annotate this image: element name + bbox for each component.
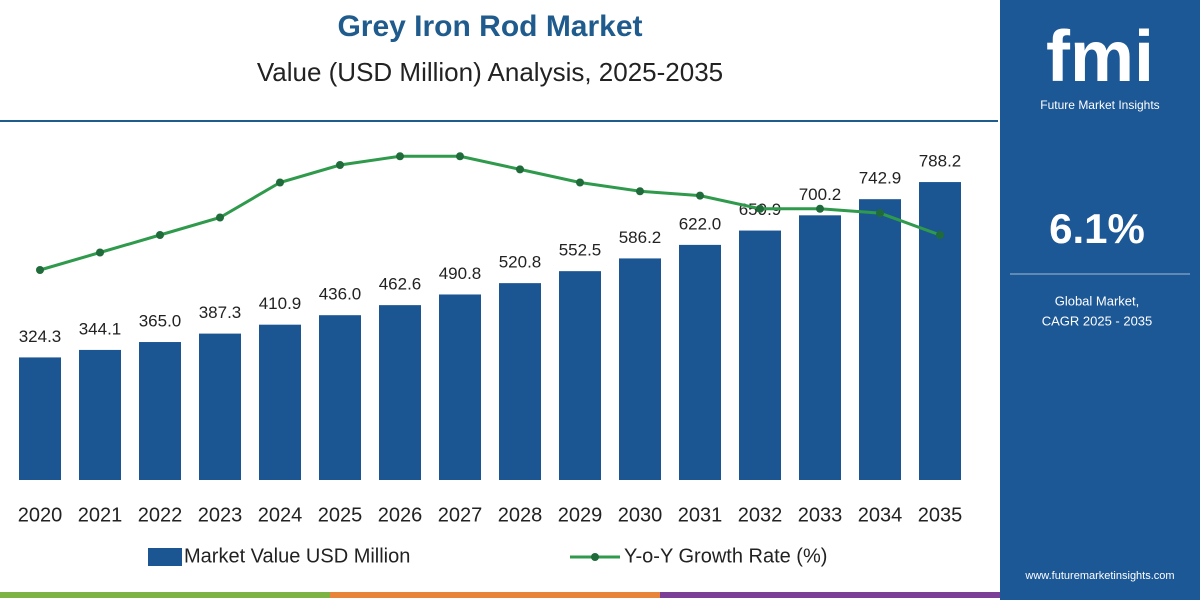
growth-line — [39, 154, 941, 272]
bar — [619, 258, 661, 480]
legend-label: Y-o-Y Growth Rate (%) — [624, 545, 827, 567]
bar — [259, 324, 301, 480]
chart-title: Grey Iron Rod Market — [337, 10, 642, 43]
x-tick-label: 2024 — [258, 504, 303, 526]
growth-point — [276, 178, 284, 187]
x-tick-label: 2026 — [378, 504, 423, 526]
bar — [799, 215, 841, 480]
x-tick-label: 2033 — [798, 504, 843, 526]
bar — [919, 182, 961, 480]
data-label: 387.3 — [199, 303, 242, 322]
data-label: 520.8 — [499, 253, 542, 272]
data-label: 490.8 — [439, 264, 482, 283]
legend-label: Market Value USD Million — [184, 545, 410, 567]
bar — [139, 342, 181, 480]
growth-point — [696, 191, 704, 200]
x-tick-label: 2034 — [858, 504, 903, 526]
growth-point — [216, 213, 224, 222]
x-tick-label: 2032 — [738, 504, 783, 526]
bar — [439, 294, 481, 480]
legend-swatch — [591, 553, 599, 561]
growth-point — [816, 204, 824, 213]
growth-point — [396, 152, 404, 161]
x-tick-label: 2031 — [678, 504, 723, 526]
bar — [79, 349, 121, 480]
data-label: 344.1 — [79, 319, 122, 338]
chart-subtitle: Value (USD Million) Analysis, 2025-2035 — [257, 57, 723, 87]
stripe — [330, 592, 660, 598]
bar — [499, 283, 541, 480]
cagr-label: CAGR 2025 - 2035 — [1042, 313, 1153, 328]
x-tick-label: 2020 — [18, 504, 63, 526]
data-label: 742.9 — [859, 169, 902, 188]
bar — [859, 199, 901, 480]
bar — [19, 357, 61, 480]
growth-point — [456, 152, 464, 161]
legend-swatch — [148, 548, 182, 566]
cagr-label: Global Market, — [1055, 293, 1140, 308]
data-label: 622.0 — [679, 214, 722, 233]
x-tick-label: 2023 — [198, 504, 243, 526]
data-label: 700.2 — [799, 185, 842, 204]
growth-point — [576, 178, 584, 187]
url: www.futuremarketinsights.com — [1024, 570, 1174, 582]
growth-point — [156, 231, 164, 239]
data-label: 788.2 — [919, 152, 962, 171]
stripe — [0, 592, 330, 598]
x-tick-label: 2027 — [438, 504, 483, 526]
bar — [739, 230, 781, 480]
data-label: 462.6 — [379, 275, 422, 294]
growth-point — [36, 266, 44, 274]
growth-point — [876, 209, 884, 218]
growth-point — [516, 165, 524, 174]
data-label: 365.0 — [139, 312, 182, 331]
sidebar-panel — [1000, 0, 1200, 600]
x-tick-label: 2030 — [618, 504, 663, 526]
x-tick-label: 2025 — [318, 504, 363, 526]
data-label: 324.3 — [19, 327, 62, 346]
growth-point — [96, 248, 104, 257]
bar — [679, 244, 721, 480]
x-tick-label: 2021 — [78, 504, 123, 526]
x-tick-label: 2022 — [138, 504, 183, 526]
bar — [319, 315, 361, 480]
bar — [559, 271, 601, 480]
growth-point — [336, 161, 344, 169]
x-tick-label: 2035 — [918, 504, 963, 526]
brand: Future Market Insights — [1040, 98, 1159, 112]
stripe — [660, 592, 1000, 598]
bar — [379, 305, 421, 480]
data-label: 410.9 — [259, 294, 302, 313]
growth-point — [756, 204, 764, 213]
data-label: 586.2 — [619, 228, 662, 247]
logo: fmi — [1046, 17, 1154, 97]
growth-point — [636, 187, 644, 196]
bar — [199, 333, 241, 480]
data-label: 552.5 — [559, 241, 602, 260]
data-label: 436.0 — [319, 285, 362, 304]
x-tick-label: 2028 — [498, 504, 543, 526]
sidebar: fmi Future Market Insights 6.1% Global M… — [1000, 0, 1200, 600]
cagr-value: 6.1% — [1049, 205, 1145, 252]
x-tick-label: 2029 — [558, 504, 603, 526]
growth-point — [936, 231, 944, 239]
